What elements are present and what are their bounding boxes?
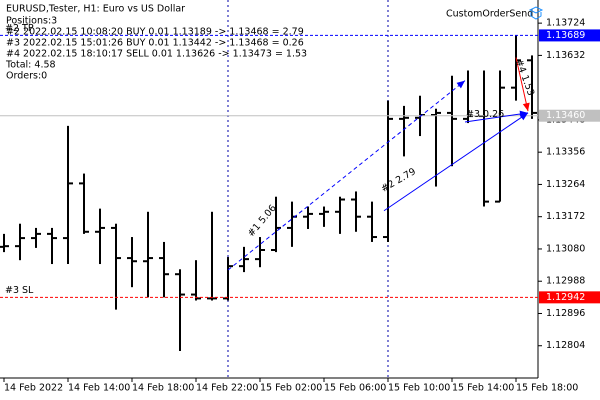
y-tick-label: 1.13172 [546, 211, 585, 222]
y-tick-label: 1.12896 [546, 308, 585, 319]
trade-line [227, 80, 466, 271]
trade-label: #3 0.26 [466, 109, 504, 120]
button[interactable]: CustomOrderSend [446, 9, 533, 20]
info-line: #3 2022.02.15 15:01:26 BUY 0.01 1.13442 … [6, 38, 304, 49]
price-box [539, 29, 600, 42]
chart-title: EURUSD,Tester, H1: Euro vs US Dollar [6, 4, 185, 15]
price-box-label: 1.13689 [546, 30, 585, 41]
trade-line [515, 57, 529, 112]
info-line: Total: 4.58 [5, 60, 56, 71]
info-line: Positions:3 [6, 16, 57, 27]
price-box-label: 1.13460 [546, 110, 585, 121]
x-tick-label: 14 Feb 2022 [4, 383, 63, 394]
trade-arrow [456, 80, 465, 89]
x-tick-label: 15 Feb 02:00 [260, 383, 322, 394]
x-tick-label: 15 Feb 10:00 [388, 383, 450, 394]
x-tick-label: 15 Feb 06:00 [324, 383, 386, 394]
y-tick-label: 1.13724 [546, 18, 585, 29]
y-tick-label: 1.12804 [546, 340, 585, 351]
y-tick-label: 1.13632 [546, 50, 585, 61]
trade-arrow [522, 102, 530, 112]
y-tick-label: 1.12988 [546, 276, 585, 287]
x-tick-label: 14 Feb 14:00 [68, 383, 130, 394]
y-tick-label: 1.13356 [546, 147, 585, 158]
price-box [539, 291, 600, 304]
info-line: Orders:0 [6, 71, 47, 82]
info-line: #4 2022.02.15 18:10:17 SELL 0.01 1.13626… [6, 49, 307, 60]
x-tick-label: 14 Feb 22:00 [196, 383, 258, 394]
trade-arrow [519, 110, 528, 118]
x-tick-label: 15 Feb 18:00 [516, 383, 578, 394]
price-box-label: 1.12942 [546, 292, 585, 303]
y-tick-label: 1.13080 [546, 243, 585, 254]
x-tick-label: 14 Feb 18:00 [132, 383, 194, 394]
trade-line [464, 112, 529, 123]
level-name: #2 TP [5, 23, 34, 34]
plot [0, 35, 537, 351]
button-icon[interactable] [528, 6, 544, 20]
x-tick-label: 15 Feb 14:00 [452, 383, 514, 394]
level-name: #3 SL [5, 285, 34, 296]
info-line: #2 2022.02.15 10:08:20 BUY 0.01 1.13189 … [6, 27, 304, 38]
y-tick-label: 1.13264 [546, 179, 585, 190]
trade-line [383, 112, 529, 212]
price-box [539, 109, 600, 122]
